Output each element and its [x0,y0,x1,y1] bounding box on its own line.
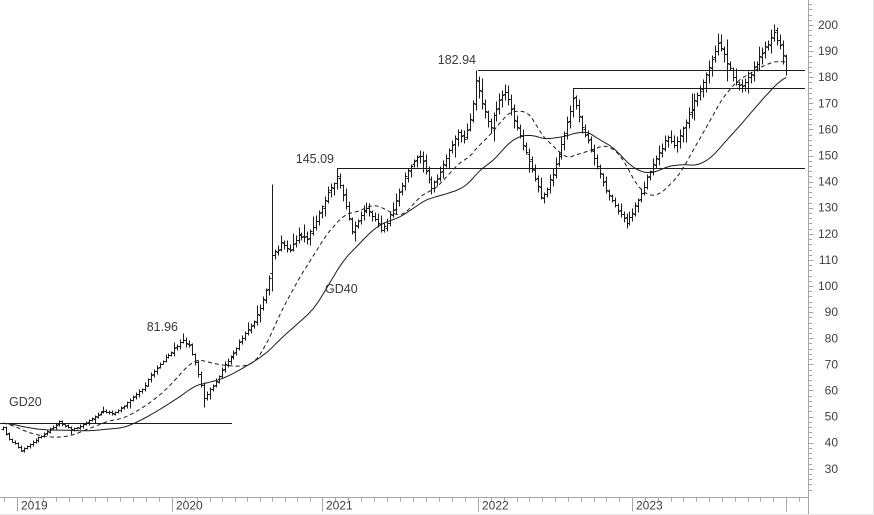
y-axis [808,0,814,514]
x-axis-year-label: 2020 [176,499,203,513]
y-axis-price-label: 50 [825,410,839,424]
y-axis-price-label: 90 [825,305,839,319]
y-axis-price-label: 190 [818,44,838,58]
x-axis-year-label: 2022 [482,499,509,513]
y-axis-price-label: 120 [818,227,838,241]
y-axis-price-label: 150 [818,149,838,163]
y-axis-price-label: 30 [825,462,839,476]
x-axis [0,497,808,512]
price-bars [1,24,789,453]
x-axis-year-label: 2023 [636,499,663,513]
y-axis-price-label: 100 [818,279,838,293]
y-axis-price-label: 140 [818,175,838,189]
gd20-line [2,61,787,438]
y-axis-price-label: 180 [818,70,838,84]
y-axis-price-label: 130 [818,201,838,215]
y-axis-price-label: 110 [819,253,838,267]
gd40-line [2,77,787,432]
y-axis-price-label: 40 [825,436,839,450]
y-axis-price-label: 200 [818,18,838,32]
x-axis-year-label: 2021 [326,499,353,513]
y-axis-price-label: 60 [825,383,839,397]
y-axis-price-label: 70 [825,357,839,371]
y-axis-price-label: 170 [818,96,838,110]
x-axis-year-label: 2019 [21,499,48,513]
y-axis-price-label: 160 [818,122,838,136]
y-axis-price-label: 80 [825,331,839,345]
